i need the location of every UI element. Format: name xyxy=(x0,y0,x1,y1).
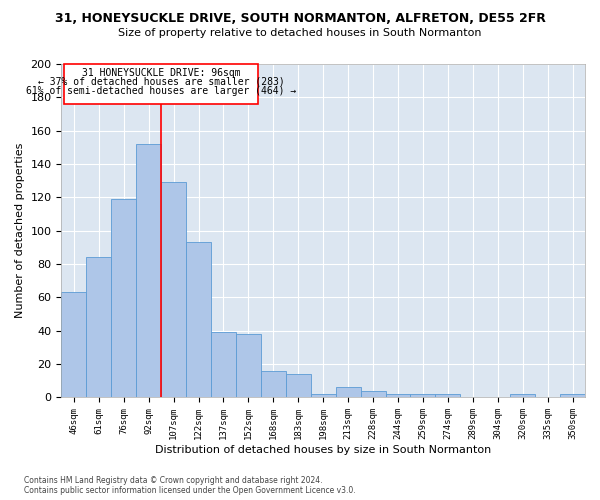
Bar xyxy=(311,394,335,398)
Y-axis label: Number of detached properties: Number of detached properties xyxy=(15,143,25,318)
Bar xyxy=(436,394,460,398)
Text: 61% of semi-detached houses are larger (464) →: 61% of semi-detached houses are larger (… xyxy=(26,86,296,96)
X-axis label: Distribution of detached houses by size in South Normanton: Distribution of detached houses by size … xyxy=(155,445,491,455)
Bar xyxy=(136,144,161,398)
Bar xyxy=(186,242,211,398)
Bar xyxy=(560,394,585,398)
Bar xyxy=(286,374,311,398)
Bar xyxy=(386,394,410,398)
Bar xyxy=(410,394,436,398)
Text: Contains HM Land Registry data © Crown copyright and database right 2024.: Contains HM Land Registry data © Crown c… xyxy=(24,476,323,485)
Bar xyxy=(335,388,361,398)
Bar xyxy=(510,394,535,398)
Bar xyxy=(361,391,386,398)
Text: 31, HONEYSUCKLE DRIVE, SOUTH NORMANTON, ALFRETON, DE55 2FR: 31, HONEYSUCKLE DRIVE, SOUTH NORMANTON, … xyxy=(55,12,545,26)
Text: ← 37% of detached houses are smaller (283): ← 37% of detached houses are smaller (28… xyxy=(38,76,284,86)
Bar xyxy=(86,258,111,398)
Text: Contains public sector information licensed under the Open Government Licence v3: Contains public sector information licen… xyxy=(24,486,356,495)
Bar xyxy=(211,332,236,398)
Text: 31 HONEYSUCKLE DRIVE: 96sqm: 31 HONEYSUCKLE DRIVE: 96sqm xyxy=(82,68,241,78)
Bar xyxy=(236,334,261,398)
Bar xyxy=(64,64,259,104)
Text: Size of property relative to detached houses in South Normanton: Size of property relative to detached ho… xyxy=(118,28,482,38)
Bar xyxy=(61,292,86,398)
Bar xyxy=(161,182,186,398)
Bar xyxy=(111,199,136,398)
Bar xyxy=(261,371,286,398)
